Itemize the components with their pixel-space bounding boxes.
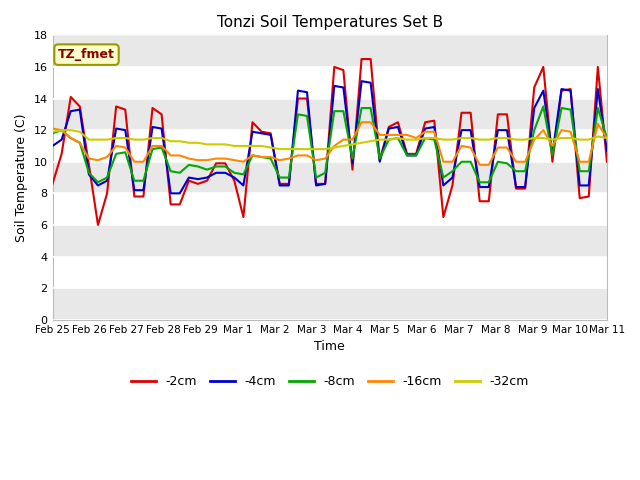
-8cm <box>167 168 175 174</box>
Line: -32cm: -32cm <box>52 130 607 149</box>
-4cm <box>158 126 166 132</box>
-32cm <box>603 135 611 141</box>
Bar <box>52 130 607 162</box>
-16cm <box>394 132 402 138</box>
-4cm <box>94 182 102 188</box>
-2cm <box>103 191 111 196</box>
-16cm <box>158 143 166 149</box>
-8cm <box>103 175 111 180</box>
-16cm <box>603 135 611 141</box>
-8cm <box>540 104 547 109</box>
-32cm <box>58 127 65 133</box>
Bar <box>52 98 607 130</box>
-8cm <box>94 180 102 185</box>
-4cm <box>204 175 211 180</box>
-2cm <box>403 151 411 157</box>
-8cm <box>204 167 211 172</box>
-16cm <box>49 126 56 132</box>
-2cm <box>94 222 102 228</box>
Line: -2cm: -2cm <box>52 59 607 225</box>
-4cm <box>358 78 365 84</box>
-32cm <box>340 143 348 149</box>
Bar <box>52 162 607 193</box>
-2cm <box>204 178 211 183</box>
-4cm <box>49 143 56 149</box>
Title: Tonzi Soil Temperatures Set B: Tonzi Soil Temperatures Set B <box>217 15 443 30</box>
-4cm <box>330 83 338 89</box>
-32cm <box>167 138 175 144</box>
-32cm <box>403 137 411 143</box>
-16cm <box>476 162 484 168</box>
-4cm <box>548 151 556 157</box>
-16cm <box>94 157 102 163</box>
-2cm <box>49 181 56 187</box>
-16cm <box>548 143 556 149</box>
X-axis label: Time: Time <box>314 340 345 353</box>
-32cm <box>204 142 211 147</box>
-8cm <box>330 108 338 114</box>
Bar <box>52 193 607 225</box>
-32cm <box>49 129 56 134</box>
Text: TZ_fmet: TZ_fmet <box>58 48 115 61</box>
-2cm <box>548 159 556 165</box>
Line: -4cm: -4cm <box>52 81 607 193</box>
-16cm <box>358 120 365 125</box>
Bar <box>52 67 607 98</box>
-16cm <box>321 156 329 161</box>
-2cm <box>358 56 365 62</box>
Bar <box>52 225 607 256</box>
-2cm <box>167 202 175 207</box>
Bar <box>52 288 607 320</box>
-32cm <box>103 137 111 143</box>
-2cm <box>603 159 611 165</box>
-4cm <box>167 191 175 196</box>
Bar <box>52 256 607 288</box>
-4cm <box>403 153 411 158</box>
Bar <box>52 36 607 67</box>
-8cm <box>394 135 402 141</box>
-8cm <box>603 135 611 141</box>
Legend: -2cm, -4cm, -8cm, -16cm, -32cm: -2cm, -4cm, -8cm, -16cm, -32cm <box>125 370 534 393</box>
-4cm <box>603 148 611 154</box>
-8cm <box>49 131 56 136</box>
-8cm <box>548 153 556 158</box>
Line: -8cm: -8cm <box>52 107 607 182</box>
Y-axis label: Soil Temperature (C): Soil Temperature (C) <box>15 113 28 242</box>
Line: -16cm: -16cm <box>52 122 607 165</box>
-32cm <box>276 146 284 152</box>
-32cm <box>548 137 556 143</box>
-16cm <box>194 157 202 163</box>
-2cm <box>330 64 338 70</box>
